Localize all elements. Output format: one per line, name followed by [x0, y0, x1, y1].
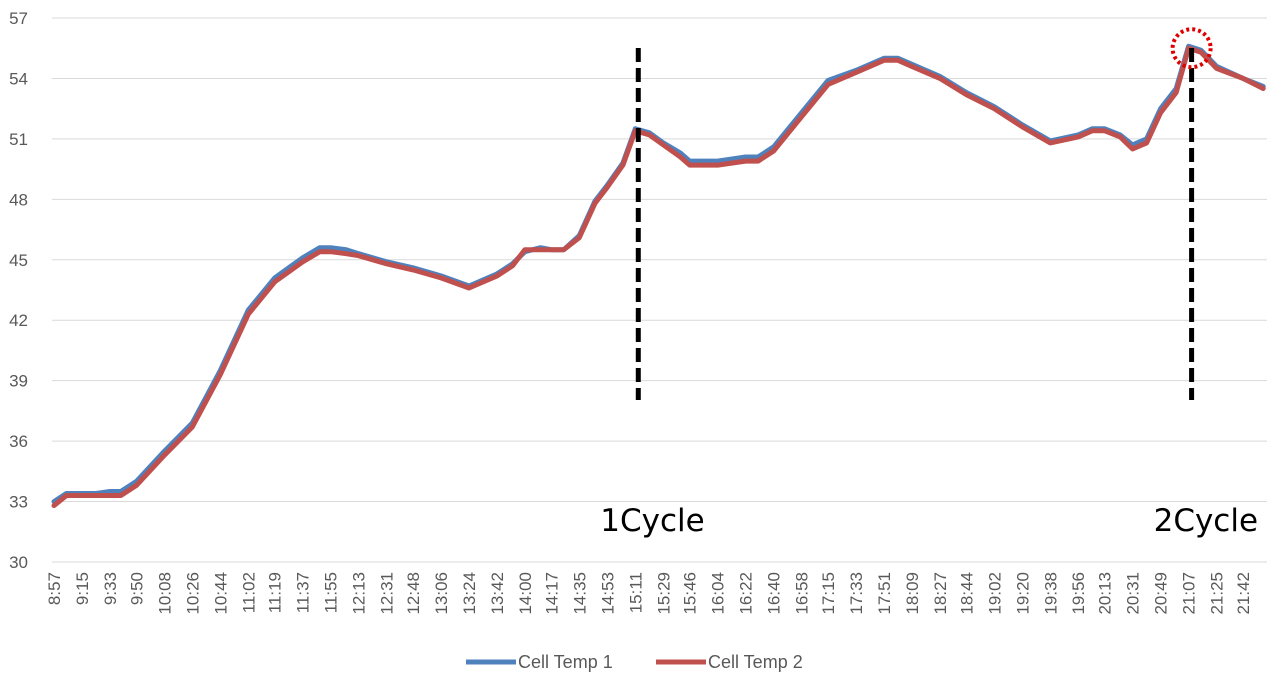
cycle-label-2: 2Cycle [1154, 503, 1258, 539]
x-tick-label: 16:22 [737, 572, 756, 615]
x-axis-ticks: 8:57 9:15 9:33 9:50 10:08 10:26 10:44 11:02 11:1… [45, 572, 1253, 615]
series-line-1 [51, 43, 1266, 505]
annotations: 1Cycle 2Cycle [600, 27, 1258, 539]
x-tick-label: 20:13 [1096, 572, 1115, 615]
x-tick-label: 14:53 [598, 572, 617, 615]
x-tick-label: 15:11 [626, 572, 645, 613]
x-tick-label: 13:42 [488, 572, 507, 615]
x-tick-label: 19:20 [1013, 572, 1032, 615]
x-tick-label: 12:31 [378, 572, 397, 615]
y-tick-label: 36 [9, 432, 28, 451]
x-tick-label: 16:40 [765, 572, 784, 615]
x-tick-label: 13:24 [460, 572, 479, 615]
x-tick-label: 11:55 [322, 572, 341, 613]
x-tick-label: 11:37 [294, 572, 313, 613]
y-tick-label: 57 [9, 9, 28, 28]
y-tick-label: 45 [9, 251, 28, 270]
x-tick-label: 21:25 [1208, 572, 1227, 615]
x-tick-label: 19:38 [1041, 572, 1060, 615]
legend-label-1: Cell Temp 1 [518, 652, 613, 672]
x-tick-label: 21:07 [1180, 572, 1199, 615]
y-axis-ticks: 30 33 36 39 42 45 48 51 54 57 [9, 9, 28, 572]
y-tick-label: 54 [9, 69, 28, 88]
x-tick-label: 17:33 [847, 572, 866, 615]
x-tick-label: 12:13 [350, 572, 369, 615]
x-tick-label: 19:02 [985, 572, 1004, 615]
x-tick-label: 14:17 [542, 572, 561, 615]
x-tick-label: 19:56 [1069, 572, 1088, 615]
y-tick-label: 51 [9, 130, 28, 149]
x-tick-label: 11:19 [266, 572, 285, 613]
series-lines [51, 43, 1266, 509]
x-tick-label: 9:33 [101, 572, 120, 605]
x-tick-label: 18:44 [957, 572, 976, 615]
x-tick-label: 14:00 [516, 572, 535, 615]
x-tick-label: 13:06 [432, 572, 451, 615]
x-tick-label: 18:09 [903, 572, 922, 615]
x-tick-label: 11:02 [239, 572, 258, 613]
legend: Cell Temp 1 Cell Temp 2 [466, 652, 803, 672]
y-tick-label: 30 [9, 553, 28, 572]
x-tick-label: 15:29 [654, 572, 673, 615]
x-tick-label: 8:57 [45, 572, 64, 605]
y-tick-label: 33 [9, 493, 28, 512]
grid-lines [52, 17, 1267, 563]
x-tick-label: 15:46 [681, 572, 700, 615]
x-tick-label: 20:49 [1152, 572, 1171, 615]
x-tick-label: 16:04 [709, 572, 728, 615]
legend-label-2: Cell Temp 2 [708, 652, 803, 672]
x-tick-label: 10:26 [183, 572, 202, 615]
x-tick-label: 21:42 [1234, 572, 1253, 615]
x-tick-label: 10:08 [155, 572, 174, 615]
x-tick-label: 17:51 [875, 572, 894, 615]
x-tick-label: 17:15 [819, 572, 838, 615]
x-tick-label: 16:58 [793, 572, 812, 615]
x-tick-label: 9:50 [127, 572, 146, 605]
x-tick-label: 10:44 [211, 572, 230, 615]
x-tick-label: 9:15 [73, 572, 92, 605]
x-tick-label: 18:27 [931, 572, 950, 615]
cycle-label-1: 1Cycle [600, 503, 704, 539]
x-tick-label: 14:35 [570, 572, 589, 615]
x-tick-label: 12:48 [404, 572, 423, 615]
y-tick-label: 39 [9, 372, 28, 391]
series-line-2 [51, 45, 1266, 509]
y-tick-label: 42 [9, 311, 28, 330]
y-tick-label: 48 [9, 190, 28, 209]
x-tick-label: 20:31 [1124, 572, 1143, 615]
